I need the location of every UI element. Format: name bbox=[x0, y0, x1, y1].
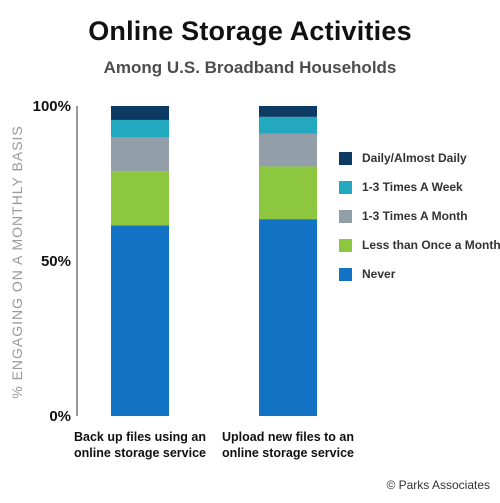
legend-item: 1-3 Times A Month bbox=[339, 208, 499, 224]
y-tick-label: 50% bbox=[41, 253, 71, 270]
bar-segment bbox=[111, 106, 169, 120]
legend-label: Daily/Almost Daily bbox=[362, 151, 467, 165]
legend-item: Never bbox=[339, 266, 499, 282]
legend-label: Never bbox=[362, 267, 396, 281]
bar-segment bbox=[259, 116, 317, 134]
bar-segment bbox=[259, 133, 317, 167]
x-category-label: online storage service bbox=[222, 446, 354, 460]
legend-swatch bbox=[339, 180, 352, 194]
x-category-label: Back up files using an bbox=[74, 430, 206, 444]
y-axis-label: % ENGAGING ON A MONTHLY BASIS bbox=[9, 125, 26, 399]
y-tick-label: 100% bbox=[33, 98, 71, 115]
chart-subtitle: Among U.S. Broadband Households bbox=[103, 58, 397, 77]
legend-item: Less than Once a Month bbox=[339, 237, 500, 253]
y-axis-label-container: % ENGAGING ON A MONTHLY BASIS bbox=[6, 106, 28, 418]
bar-segment bbox=[111, 137, 169, 172]
legend-item: 1-3 Times A Week bbox=[339, 179, 499, 195]
copyright-notice: © Parks Associates bbox=[386, 478, 490, 492]
legend-label: 1-3 Times A Week bbox=[362, 180, 463, 194]
bar-segment bbox=[111, 119, 169, 137]
legend-label: 1-3 Times A Month bbox=[362, 209, 468, 223]
bar-segment bbox=[259, 166, 317, 220]
legend-swatch bbox=[339, 238, 352, 252]
legend-item: Daily/Almost Daily bbox=[339, 150, 499, 166]
legend-label: Less than Once a Month bbox=[362, 238, 500, 252]
legend-swatch bbox=[339, 151, 352, 165]
bar-segment bbox=[111, 225, 169, 416]
bar-segment bbox=[111, 171, 169, 226]
legend-swatch bbox=[339, 209, 352, 223]
bar-segment bbox=[259, 106, 317, 117]
legend-swatch bbox=[339, 267, 352, 281]
chart-title: Online Storage Activities bbox=[88, 16, 412, 46]
x-category-label: Upload new files to an bbox=[222, 430, 354, 444]
y-tick-label: 0% bbox=[49, 408, 71, 425]
chart-legend: Daily/Almost Daily 1-3 Times A Week 1-3 Ti… bbox=[339, 150, 500, 295]
bar-segment bbox=[259, 219, 317, 416]
x-category-label: online storage service bbox=[74, 446, 206, 460]
